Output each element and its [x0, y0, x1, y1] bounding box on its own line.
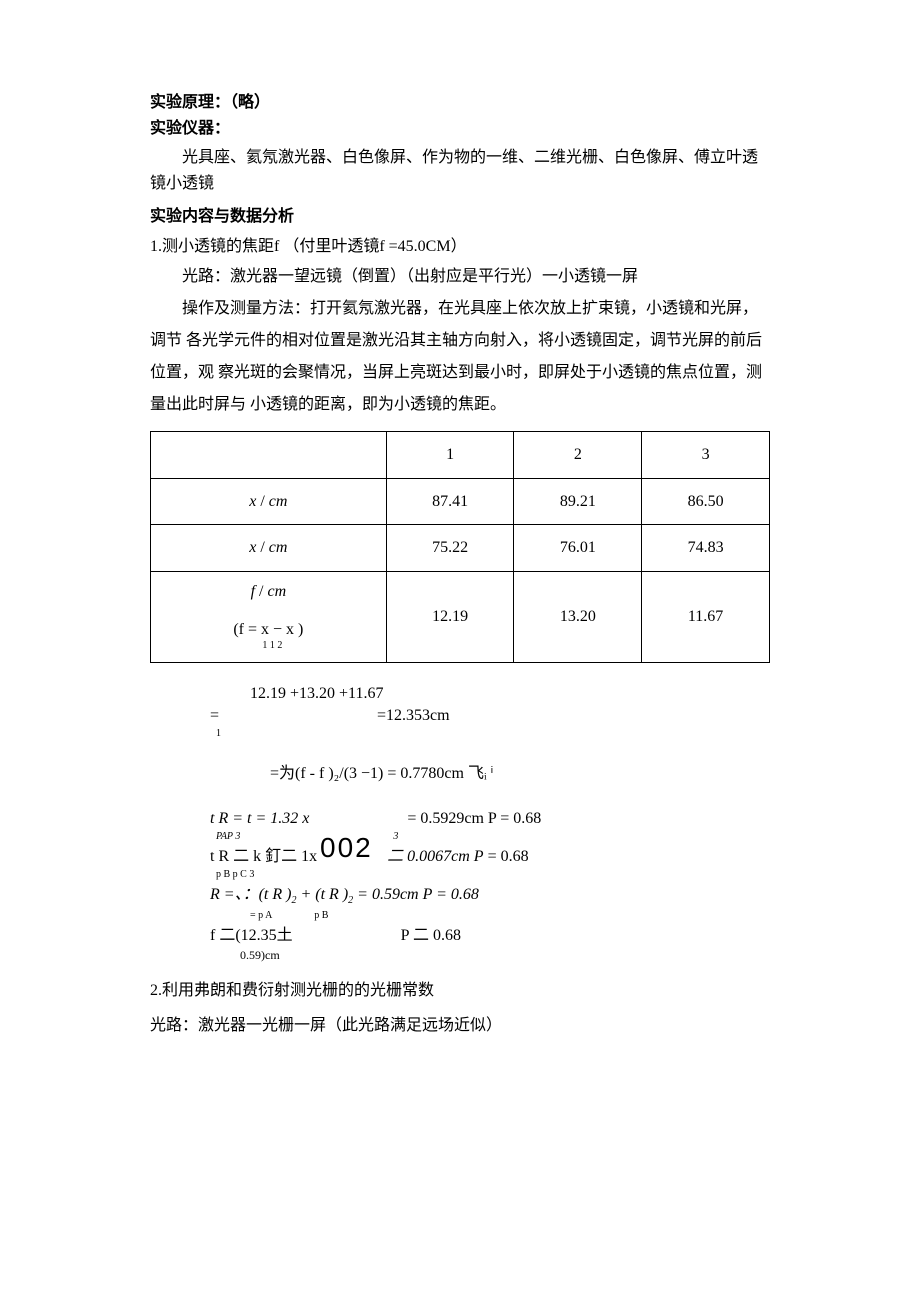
cell: 76.01 [514, 525, 642, 572]
row-label: x / cm [151, 525, 387, 572]
table-header-row: 1 2 3 [151, 432, 770, 479]
tR2-left: t R 二 k 釘二 1x [210, 848, 317, 865]
content-analysis-heading: 实验内容与数据分析 [150, 204, 770, 230]
item2-title: 2.利用弗朗和费衍射测光栅的的光栅常数 [150, 978, 770, 1004]
f-final-left: f 二(12.35土 [210, 927, 293, 944]
instruments-text: 光具座、氦氖激光器、白色像屏、作为物的一维、二维光栅、白色像屏、傅立叶透镜小透镜 [150, 145, 770, 196]
f-final-right: P 二 0.68 [401, 927, 461, 944]
mean-result: =12.353cm [377, 707, 450, 724]
formula-block: 12.19 +13.20 +11.67 = =12.353cm 1 =为(f -… [210, 683, 770, 964]
f-final-sub: 0.59)cm [240, 947, 770, 964]
mean-sub: 1 [216, 727, 450, 741]
mean-eq: = [210, 707, 219, 724]
cell: 11.67 [642, 571, 770, 662]
item2-section: 2.利用弗朗和费衍射测光栅的的光栅常数 光路：激光器一光栅一屏（此光路满足远场近… [150, 978, 770, 1039]
cell: 87.41 [386, 478, 514, 525]
table-header-empty [151, 432, 387, 479]
row-label: x / cm [151, 478, 387, 525]
tR1-left: t R = t = 1.32 x [210, 810, 309, 827]
table-header-1: 1 [386, 432, 514, 479]
sigma-text: =为(f - f )₂/(3 −1) = 0.7780cm 飞ᵢ ⁱ [270, 765, 493, 782]
formula-R: R =、：(t R )2 + (t R )2 = 0.59cm P = 0.68… [210, 884, 770, 922]
cell: 13.20 [514, 571, 642, 662]
data-table: 1 2 3 x / cm 87.41 89.21 86.50 x / cm 75… [150, 431, 770, 662]
tR1-sub: PAP 3 [216, 831, 240, 842]
tR1-sub-right: 3 [393, 831, 398, 842]
cell: 86.50 [642, 478, 770, 525]
principle-heading: 实验原理：（略） [150, 90, 770, 116]
tR2-sub: p B p C 3 [216, 868, 770, 882]
cell: 74.83 [642, 525, 770, 572]
item1-light-path: 光路：激光器一望远镜（倒置）（出射应是平行光）一小透镜一屏 [150, 264, 770, 290]
cell: 75.22 [386, 525, 514, 572]
R-text: R =、：(t R )2 + (t R )2 = 0.59cm P = 0.68 [210, 886, 479, 903]
principle-note: （略） [230, 94, 270, 111]
item1-title: 1.测小透镜的焦距f （付里叶透镜f =45.0CM） [150, 234, 770, 260]
row-label: f / cm(f = x − x )1 1 2 [151, 571, 387, 662]
formula-f-final: f 二(12.35土 P 二 0.68 0.59)cm [210, 925, 770, 964]
table-row: x / cm 87.41 89.21 86.50 [151, 478, 770, 525]
table-header-2: 2 [514, 432, 642, 479]
big-002: 002 [320, 828, 373, 867]
tR2-right: 二 0.0067cm P = 0.68 [387, 848, 528, 865]
formula-tR-1: t R = t = 1.32 x = 0.5929cm P = 0.68 PAP… [210, 808, 770, 844]
mean-numerator: 12.19 +13.20 +11.67 [250, 683, 450, 705]
table-header-3: 3 [642, 432, 770, 479]
R-sub: = p A p B [250, 909, 770, 923]
cell: 12.19 [386, 571, 514, 662]
cell: 89.21 [514, 478, 642, 525]
principle-label: 实验原理： [150, 94, 230, 111]
tR1-right: = 0.5929cm P = 0.68 [407, 810, 541, 827]
table-row: x / cm 75.22 76.01 74.83 [151, 525, 770, 572]
instruments-heading: 实验仪器： [150, 116, 770, 142]
formula-mean: 12.19 +13.20 +11.67 = =12.353cm 1 [210, 683, 770, 742]
item2-light-path: 光路：激光器一光栅一屏（此光路满足远场近似） [150, 1013, 770, 1039]
formula-sigma: =为(f - f )₂/(3 −1) = 0.7780cm 飞ᵢ ⁱ [270, 763, 770, 785]
item1-method: 操作及测量方法：打开氦氖激光器，在光具座上依次放上扩束镜，小透镜和光屏，调节 各… [150, 293, 770, 421]
table-row: f / cm(f = x − x )1 1 2 12.19 13.20 11.6… [151, 571, 770, 662]
formula-tR-2: 002 t R 二 k 釘二 1x 二 0.0067cm P = 0.68 p … [210, 846, 770, 882]
